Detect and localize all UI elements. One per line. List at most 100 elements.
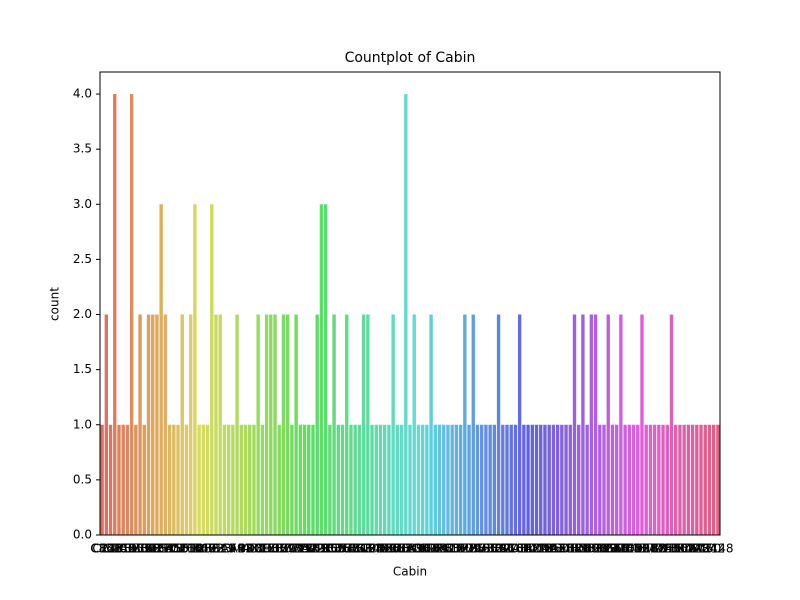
- bar: [534, 424, 539, 535]
- bar: [686, 424, 691, 535]
- bar: [366, 314, 370, 535]
- x-tick-label: C126: [559, 542, 590, 556]
- x-tick-label: A16: [499, 542, 522, 556]
- bar: [699, 424, 703, 535]
- x-tick-label: C46: [622, 542, 646, 556]
- bar: [505, 424, 509, 535]
- x-tick-label: B69: [672, 542, 696, 556]
- bar: [248, 424, 252, 535]
- x-tick-label: A10: [512, 542, 535, 556]
- bar: [610, 424, 615, 535]
- bar: [475, 424, 480, 535]
- bar: [539, 424, 543, 535]
- x-tick-label: E40: [365, 542, 388, 556]
- x-tick-label: B20: [584, 542, 608, 556]
- bar: [113, 94, 117, 536]
- x-tick-label: C95: [474, 542, 498, 556]
- bar: [117, 424, 121, 535]
- bar: [707, 424, 712, 535]
- x-tick-label: E25: [462, 542, 485, 556]
- x-tick-label: D19: [528, 542, 553, 556]
- x-tick-label: B37: [445, 542, 469, 556]
- bar: [357, 424, 362, 535]
- bar: [370, 424, 374, 535]
- bar: [682, 424, 686, 535]
- bar: [450, 424, 454, 535]
- bar: [108, 424, 113, 535]
- x-tick-label: D15: [250, 542, 275, 556]
- x-tick-label: C52: [137, 542, 161, 556]
- x-tick-label: D36: [246, 542, 271, 556]
- bar: [564, 424, 568, 535]
- bar: [480, 424, 484, 535]
- x-tick-label: C62 C64: [578, 542, 629, 556]
- x-tick-label: C111: [411, 542, 442, 556]
- x-tick-label: A32: [230, 542, 253, 556]
- bar: [129, 94, 134, 536]
- x-tick-label: C85: [90, 542, 114, 556]
- x-tick-label: C47: [681, 542, 705, 556]
- bar: [471, 314, 475, 535]
- x-tick-label: B79: [457, 542, 481, 556]
- bar: [383, 424, 387, 535]
- x-tick-label: B38: [478, 542, 502, 556]
- bar: [142, 424, 146, 535]
- x-tick-label: E50: [386, 542, 409, 556]
- x-tick-label: B51 B53 B55: [544, 542, 622, 556]
- x-tick-label: D10 D12: [152, 542, 205, 556]
- x-tick-label: E17: [690, 542, 713, 556]
- bar: [349, 424, 353, 535]
- x-tick-label: B4: [238, 542, 254, 556]
- bar: [193, 204, 197, 536]
- x-tick-label: D45: [617, 542, 642, 556]
- x-tick-label: C93: [255, 542, 279, 556]
- bar: [269, 314, 273, 535]
- x-tick-label: A6: [119, 542, 135, 556]
- bar: [243, 424, 248, 535]
- bar: [395, 424, 400, 535]
- bar: [167, 424, 172, 535]
- bar: [172, 424, 176, 535]
- bar: [121, 424, 125, 535]
- bar: [657, 424, 661, 535]
- x-tick-label: A19: [301, 542, 324, 556]
- bar: [581, 314, 585, 535]
- bar: [463, 314, 467, 535]
- x-tick-label: A14: [440, 542, 463, 556]
- bar: [678, 424, 682, 535]
- bar: [201, 424, 206, 535]
- bar: [323, 204, 328, 536]
- bar: [336, 424, 340, 535]
- bar: [619, 314, 623, 535]
- x-tick-label: C82: [390, 542, 414, 556]
- y-tick-label: 0.0: [73, 528, 92, 542]
- bar: [387, 424, 391, 535]
- x-tick-label: E38: [424, 542, 447, 556]
- x-tick-label: D56: [111, 542, 136, 556]
- bar: [437, 424, 442, 535]
- bar: [260, 424, 265, 535]
- bar: [614, 424, 619, 535]
- bar: [252, 424, 256, 535]
- x-tick-label: C148: [702, 542, 733, 556]
- x-tick-label: D48: [554, 542, 579, 556]
- bar: [307, 424, 311, 535]
- bar: [298, 424, 303, 535]
- x-tick-label: B57 B59 B63 B66: [294, 542, 399, 556]
- bar: [695, 424, 699, 535]
- x-tick-label: T: [376, 542, 385, 556]
- bar: [568, 424, 572, 535]
- x-tick-label: E46: [99, 542, 122, 556]
- bar: [446, 424, 450, 535]
- x-tick-label: B5: [583, 542, 599, 556]
- x-tick-label: E77: [639, 542, 662, 556]
- bar: [652, 424, 657, 535]
- x-tick-label: D50: [533, 542, 558, 556]
- bar: [374, 424, 378, 535]
- x-tick-label: C23 C25 C27: [92, 542, 171, 556]
- x-tick-label: E8: [613, 542, 628, 556]
- bar: [640, 314, 644, 535]
- x-tick-label: E12: [432, 542, 455, 556]
- x-tick-label: C45: [605, 542, 629, 556]
- bar: [547, 424, 551, 535]
